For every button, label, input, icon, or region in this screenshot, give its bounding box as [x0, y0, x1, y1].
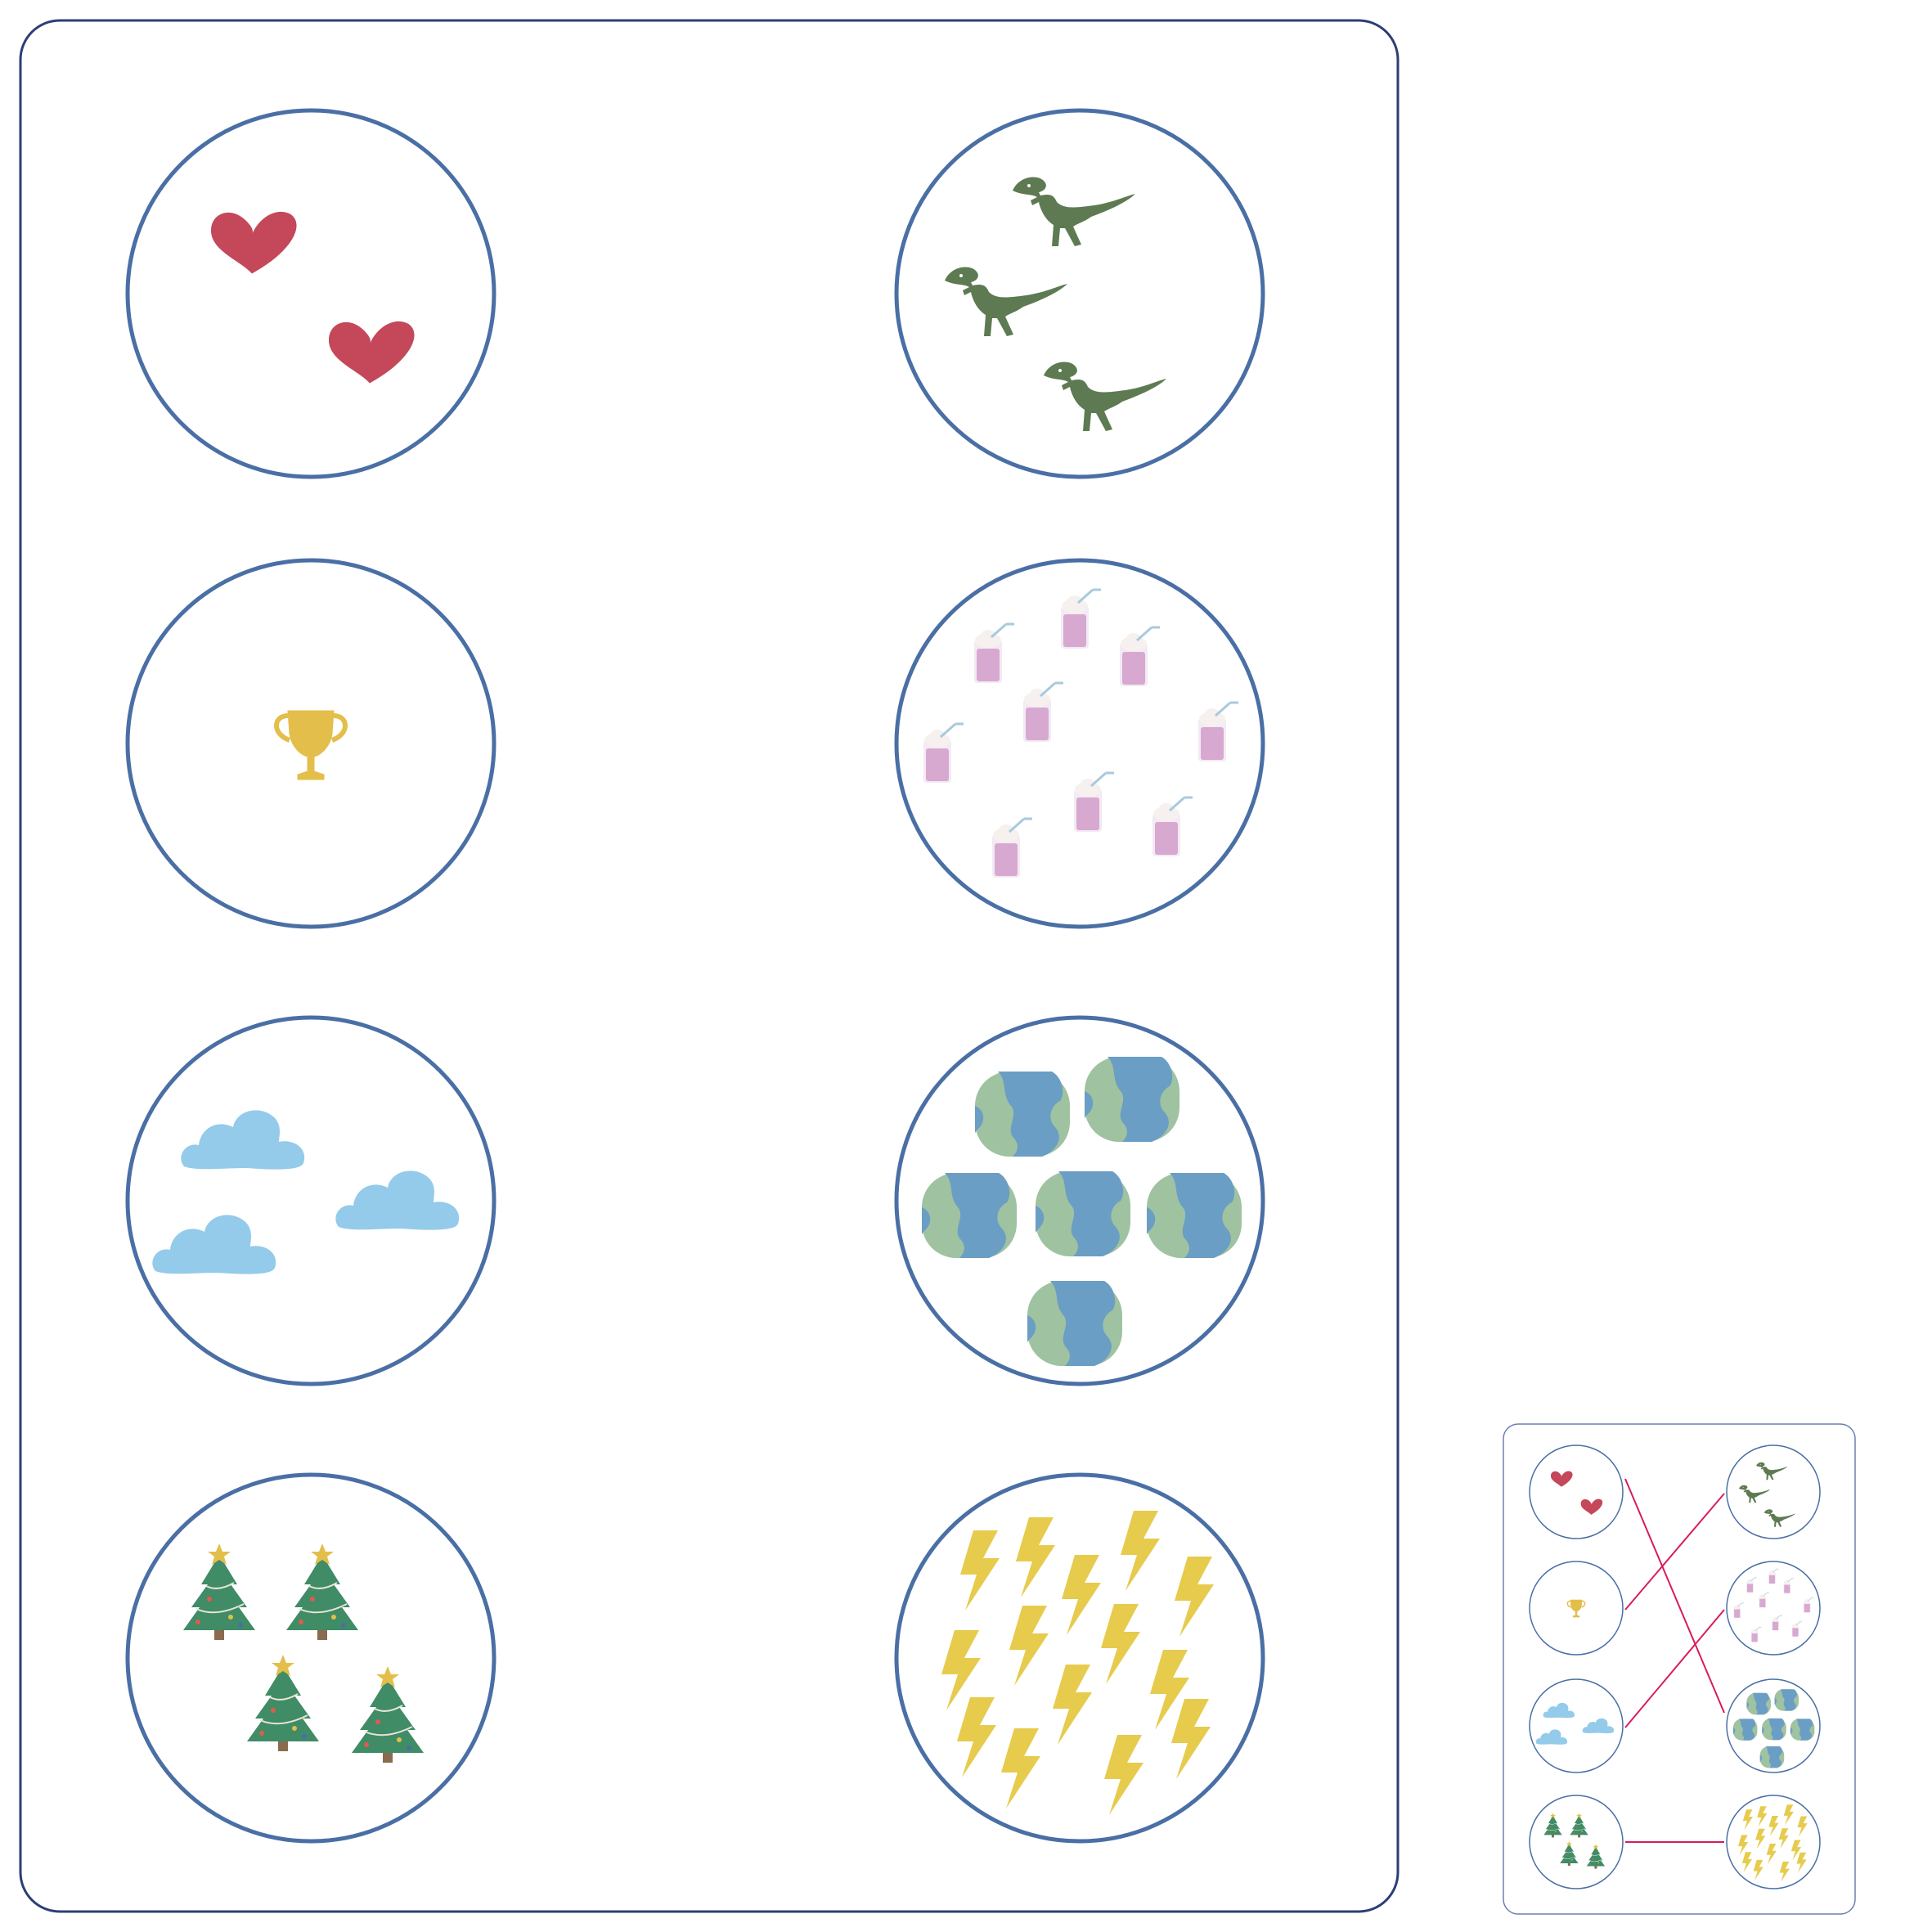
key-left-circle-1[interactable] [1529, 1445, 1624, 1539]
earth-icon [1746, 1692, 1771, 1715]
left-circle-1[interactable] [125, 108, 496, 479]
key-right-circle-2[interactable] [1726, 1561, 1821, 1656]
key-left-circle-4[interactable] [1529, 1795, 1624, 1889]
answer-line-1 [1624, 1478, 1725, 1714]
earth-icon [1147, 1173, 1242, 1258]
earth-icon [1759, 1746, 1785, 1768]
earth-icon [1732, 1719, 1758, 1741]
left-circle-2[interactable] [125, 558, 496, 929]
key-right-circle-4[interactable] [1726, 1795, 1821, 1889]
key-right-circle-1[interactable] [1726, 1445, 1821, 1539]
left-circle-4[interactable] [125, 1472, 496, 1844]
earth-icon [975, 1072, 1070, 1157]
earth-icon [1762, 1718, 1786, 1741]
earth-icon [1036, 1171, 1130, 1256]
answer-key-card [1503, 1423, 1856, 1915]
left-circle-3[interactable] [125, 1015, 496, 1386]
earth-icon [1085, 1057, 1179, 1142]
key-left-circle-3[interactable] [1529, 1678, 1624, 1773]
right-circle-3[interactable] [894, 1015, 1265, 1386]
right-circle-1[interactable] [894, 108, 1265, 479]
earth-icon [1027, 1281, 1122, 1366]
earth-icon [1790, 1719, 1815, 1741]
earth-icon [1774, 1689, 1799, 1711]
worksheet-card [19, 19, 1400, 1913]
earth-icon [922, 1173, 1017, 1258]
right-circle-4[interactable] [894, 1472, 1265, 1844]
key-left-circle-2[interactable] [1529, 1561, 1624, 1656]
answer-line-3 [1624, 1609, 1725, 1728]
key-right-circle-3[interactable] [1726, 1678, 1821, 1773]
right-circle-2[interactable] [894, 558, 1265, 929]
answer-line-2 [1624, 1493, 1725, 1611]
